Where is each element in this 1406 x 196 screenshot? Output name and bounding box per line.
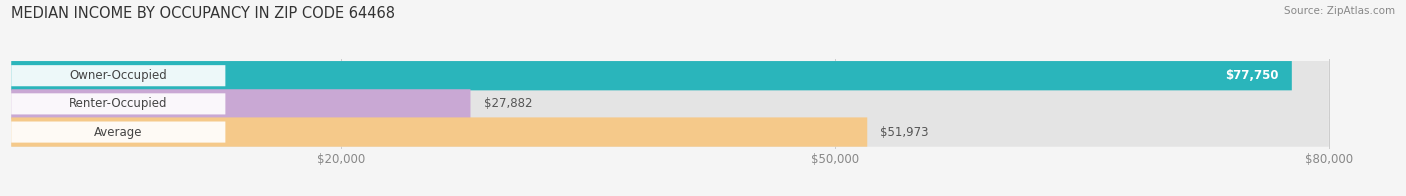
Text: MEDIAN INCOME BY OCCUPANCY IN ZIP CODE 64468: MEDIAN INCOME BY OCCUPANCY IN ZIP CODE 6… xyxy=(11,6,395,21)
FancyBboxPatch shape xyxy=(11,65,225,86)
FancyBboxPatch shape xyxy=(11,117,868,147)
FancyBboxPatch shape xyxy=(11,61,1292,90)
Text: $27,882: $27,882 xyxy=(484,97,531,110)
FancyBboxPatch shape xyxy=(11,61,1329,90)
FancyBboxPatch shape xyxy=(11,89,1329,119)
Text: Average: Average xyxy=(94,126,142,139)
Text: Owner-Occupied: Owner-Occupied xyxy=(69,69,167,82)
FancyBboxPatch shape xyxy=(11,89,471,119)
Text: $77,750: $77,750 xyxy=(1225,69,1278,82)
FancyBboxPatch shape xyxy=(11,117,1329,147)
Text: $51,973: $51,973 xyxy=(880,126,929,139)
FancyBboxPatch shape xyxy=(11,93,225,114)
Text: Renter-Occupied: Renter-Occupied xyxy=(69,97,167,110)
Text: Source: ZipAtlas.com: Source: ZipAtlas.com xyxy=(1284,6,1395,16)
FancyBboxPatch shape xyxy=(11,122,225,143)
